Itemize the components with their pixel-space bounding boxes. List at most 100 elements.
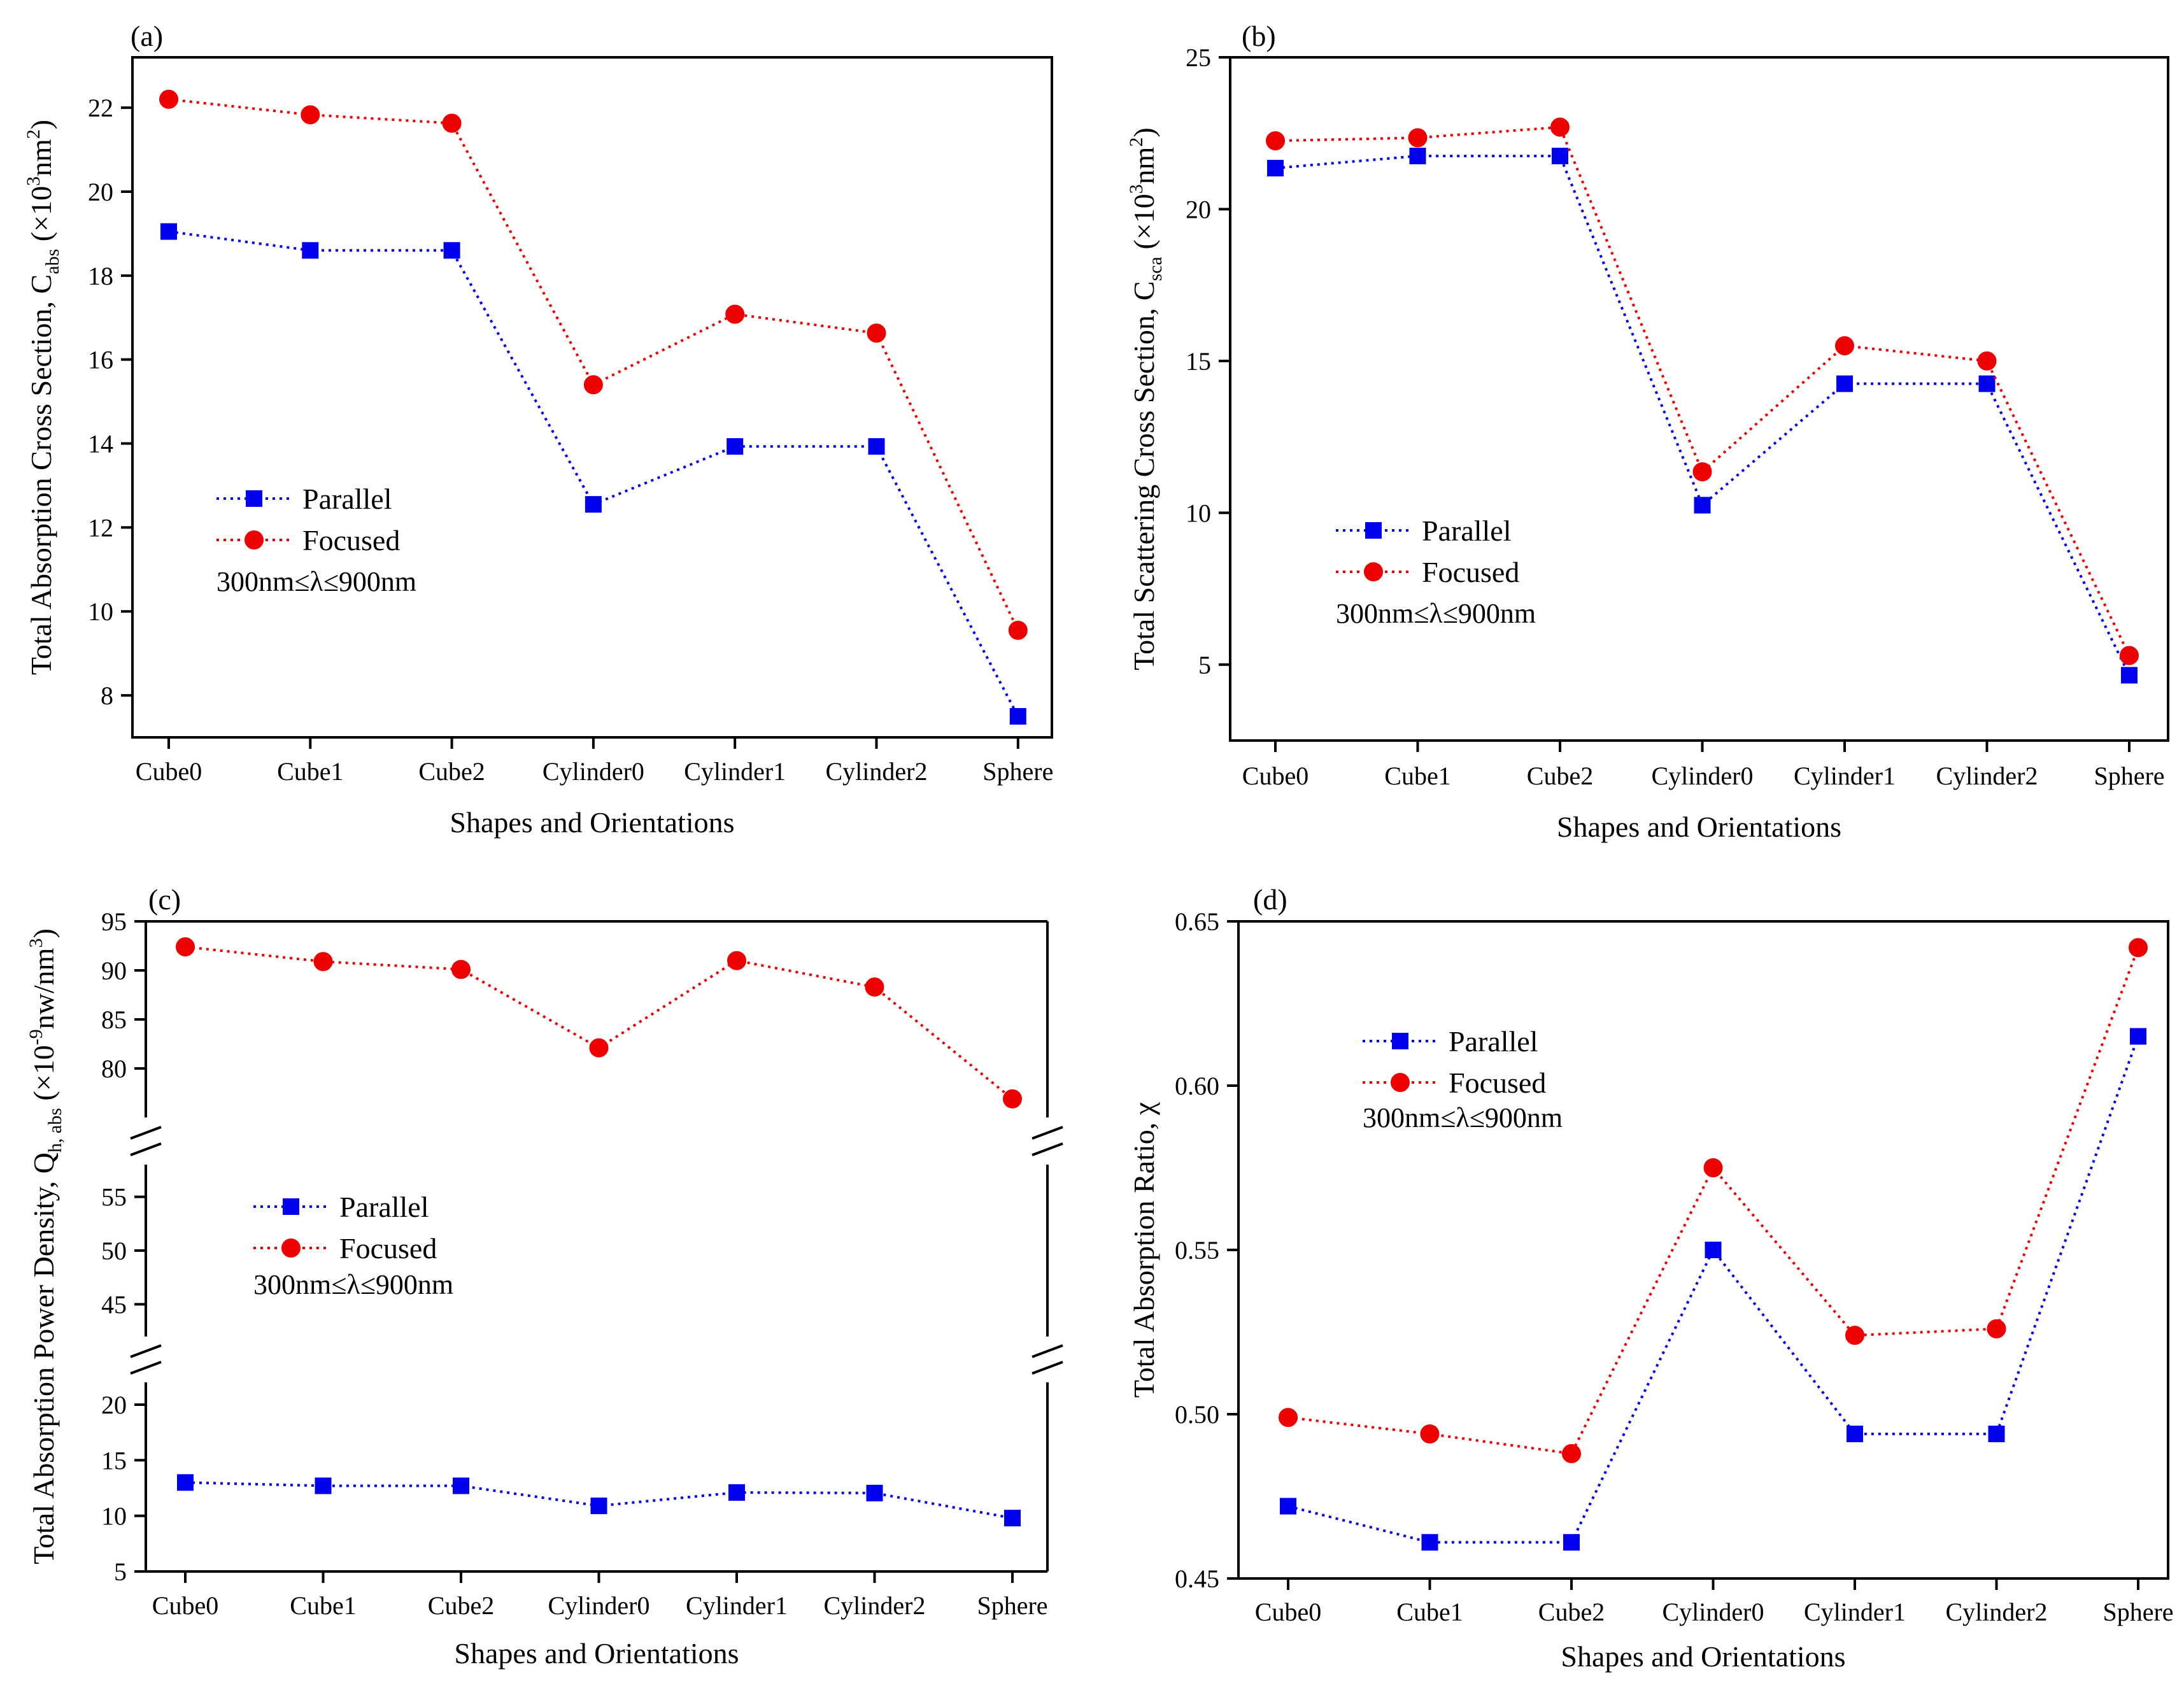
data-point-focused [1550, 117, 1570, 137]
legend-marker [1364, 562, 1383, 581]
data-point-parallel [1004, 1510, 1021, 1527]
y-axis-title-part: nw/nm [27, 947, 60, 1029]
data-point-parallel [868, 438, 885, 455]
data-point-focused [2120, 646, 2139, 665]
data-point-parallel [1421, 1534, 1438, 1551]
data-point-focused [313, 952, 333, 972]
data-point-focused [865, 977, 884, 997]
data-point-focused [725, 304, 745, 324]
data-point-parallel [590, 1497, 607, 1514]
x-tick-label: Cube2 [1538, 1598, 1605, 1626]
y-axis-title-subscript: abs [42, 249, 63, 274]
data-point-parallel [302, 242, 319, 259]
axis-break-mark [1032, 1126, 1063, 1140]
x-tick-label: Cylinder2 [824, 1591, 926, 1620]
data-point-focused [2129, 938, 2148, 958]
plot-frame [1237, 920, 2169, 1580]
legend-marker [246, 490, 262, 507]
y-axis-title-superscript: 3 [25, 939, 46, 948]
legend-marker [283, 1198, 299, 1215]
axis-break-mark [130, 1126, 162, 1140]
data-point-parallel [1009, 708, 1026, 725]
y-tick-label: 25 [1186, 43, 1211, 72]
panel-tag: (b) [1242, 20, 1276, 52]
axis-break-mark [1032, 1344, 1063, 1358]
legend-label-parallel: Parallel [1422, 514, 1512, 547]
x-tick-label: Cube0 [1242, 762, 1308, 790]
data-point-parallel [315, 1477, 332, 1494]
y-tick-label: 20 [1186, 195, 1211, 223]
y-tick-label: 10 [88, 597, 113, 626]
data-point-parallel [1267, 160, 1284, 177]
y-tick-label: 0.45 [1175, 1564, 1219, 1593]
x-tick-label: Cylinder2 [1946, 1598, 2048, 1626]
y-tick-label: 14 [88, 430, 113, 458]
data-point-focused [442, 113, 462, 133]
axis-break-mark [130, 1344, 162, 1358]
y-tick-label: 0.60 [1175, 1072, 1219, 1100]
data-point-focused [1266, 131, 1285, 151]
data-point-focused [867, 323, 886, 343]
y-axis-title-part: Total Absorption Ratio, χ [1128, 1102, 1160, 1398]
data-point-focused [727, 951, 746, 970]
wavelength-range-note: 300nm≤λ≤900nm [216, 566, 416, 597]
x-tick-label: Cube0 [136, 757, 202, 786]
data-point-parallel [585, 496, 602, 513]
y-tick-label: 8 [101, 681, 113, 710]
y-tick-label: 18 [88, 262, 113, 290]
y-tick-label: 0.50 [1175, 1400, 1219, 1429]
x-tick-label: Cylinder2 [1936, 762, 2038, 790]
data-point-focused [1562, 1443, 1581, 1463]
x-tick-label: Sphere [977, 1591, 1047, 1620]
panel-tag: (a) [131, 20, 163, 52]
series-line-parallel [168, 230, 1019, 717]
y-axis-title-part: (×10 [25, 186, 57, 249]
y-axis-title: Total Scattering Cross Section, Csca (×1… [1126, 127, 1166, 670]
plot-frame [1229, 56, 2169, 742]
data-point-focused [1420, 1424, 1440, 1443]
data-point-parallel [866, 1484, 883, 1501]
x-axis-title: Shapes and Orientations [450, 806, 734, 839]
y-axis-title-part: ) [27, 928, 60, 938]
x-tick-label: Cube0 [152, 1591, 218, 1620]
data-point-focused [1977, 351, 1997, 371]
data-point-parallel [1847, 1425, 1863, 1442]
x-tick-label: Sphere [2094, 762, 2164, 790]
y-tick-label: 12 [88, 513, 113, 542]
y-axis-title-part: nm [1128, 146, 1160, 184]
chart-panel-a: 8 10 12 14 16 18 20 22 Cube0 Cube1 Cube2 Cylinder0 C… [23, 20, 1053, 839]
y-tick-label: 0.55 [1175, 1236, 1219, 1265]
data-point-parallel [453, 1477, 469, 1494]
x-tick-label: Cube2 [418, 757, 485, 786]
legend-marker [245, 530, 264, 550]
data-point-parallel [2130, 1028, 2146, 1045]
data-point-parallel [1694, 497, 1711, 514]
x-axis-title: Shapes and Orientations [1561, 1640, 1845, 1673]
x-tick-label: Cube1 [1396, 1598, 1463, 1626]
y-axis-title-part: Total Absorption Power Density, Q [27, 1153, 60, 1564]
legend-label-focused: Focused [339, 1232, 437, 1265]
y-axis-title: Total Absorption Cross Section, Cabs (×1… [23, 120, 63, 675]
y-tick-label: 16 [88, 346, 113, 374]
legend-label-focused: Focused [302, 524, 400, 557]
axis-break-mark [130, 1361, 162, 1375]
data-point-parallel [1552, 147, 1568, 164]
data-point-parallel [2121, 667, 2138, 684]
y-tick-label: 95 [101, 907, 127, 936]
legend-label-parallel: Parallel [302, 483, 392, 515]
wavelength-range-note: 300nm≤λ≤900nm [1363, 1102, 1563, 1133]
panel-tag: (c) [148, 883, 181, 916]
x-tick-label: Cylinder1 [1794, 762, 1896, 790]
y-tick-label: 15 [101, 1446, 127, 1475]
x-tick-label: Cylinder0 [548, 1591, 650, 1620]
y-tick-label: 10 [1186, 499, 1211, 527]
data-point-parallel [1705, 1242, 1722, 1258]
y-axis-title-part: Total Absorption Cross Section, C [25, 274, 57, 675]
data-point-parallel [443, 242, 460, 259]
panel-tag: (d) [1253, 883, 1287, 916]
x-tick-label: Cube1 [277, 757, 343, 786]
y-tick-label: 0.65 [1175, 907, 1219, 936]
y-axis-title-part: nm [25, 139, 57, 176]
y-tick-label: 15 [1186, 347, 1211, 376]
x-tick-label: Cube2 [1527, 762, 1593, 790]
